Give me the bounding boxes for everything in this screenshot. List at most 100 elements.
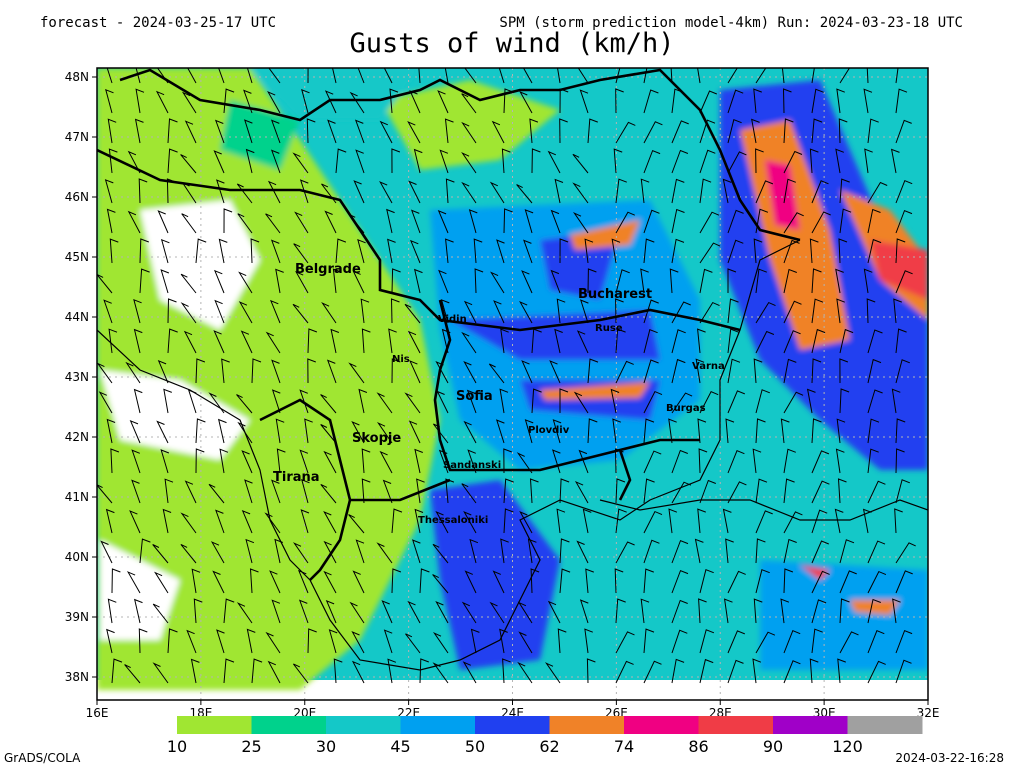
- wind-barb: [490, 271, 505, 294]
- wind-barb: [755, 478, 768, 504]
- wind-barb: [496, 419, 505, 444]
- wind-barb: [615, 660, 634, 684]
- wind-barb: [895, 209, 913, 234]
- credit: GrADS/COLA: [4, 751, 81, 765]
- wind-barb: [584, 628, 593, 654]
- wind-barb: [432, 543, 449, 564]
- wind-barb: [323, 540, 337, 564]
- wind-barb: [780, 598, 790, 624]
- wind-barb: [727, 390, 745, 414]
- wind-barb: [127, 210, 141, 234]
- wind-barb: [867, 630, 885, 654]
- wind-barb: [615, 88, 624, 114]
- wind-barb: [184, 480, 197, 504]
- wind-barb: [699, 119, 716, 144]
- wind-barb: [587, 118, 598, 144]
- wind-barb: [895, 68, 899, 84]
- wind-barb: [104, 179, 114, 204]
- wind-barb: [895, 180, 913, 204]
- colorbar-label: 10: [167, 737, 187, 756]
- timestamp: 2024-03-22-16:28: [895, 751, 1004, 765]
- wind-barb: [867, 181, 888, 204]
- wind-barb: [755, 569, 770, 594]
- wind-barb: [576, 540, 589, 564]
- wind-barb: [615, 478, 626, 504]
- wind-barb: [559, 118, 568, 144]
- wind-barb: [523, 239, 533, 264]
- wind-barbs: [97, 68, 916, 684]
- field-green: [220, 100, 300, 170]
- coastlines: [97, 239, 928, 671]
- wind-barb: [180, 302, 197, 324]
- wind-barb: [498, 68, 505, 84]
- wind-barb: [755, 631, 776, 654]
- wind-barb: [699, 211, 720, 234]
- wind-barb: [405, 633, 421, 654]
- wind-barb: [755, 180, 774, 204]
- wind-barb: [615, 178, 627, 204]
- city-label: Sandanski: [443, 460, 501, 471]
- wind-barb: [615, 508, 627, 534]
- wind-barb: [409, 360, 421, 384]
- wind-barb: [461, 152, 477, 174]
- wind-barb: [580, 299, 589, 324]
- wind-barb: [838, 118, 848, 144]
- wind-barb: [467, 449, 477, 474]
- wind-barb: [839, 598, 850, 624]
- wind-barb: [105, 88, 114, 114]
- wind-barb: [156, 68, 169, 84]
- wind-barb: [835, 148, 844, 174]
- wind-barb: [783, 330, 801, 354]
- wind-barb: [246, 68, 253, 84]
- wind-barb: [268, 68, 281, 84]
- wind-barb: [463, 420, 477, 444]
- wind-barb: [138, 628, 148, 654]
- wind-barb: [643, 68, 648, 84]
- wind-barb: [554, 178, 564, 204]
- wind-barb: [547, 600, 561, 624]
- wind-barb: [444, 68, 449, 84]
- wind-barb: [500, 328, 509, 354]
- wind-barb: [419, 658, 429, 684]
- wind-barb: [391, 568, 402, 594]
- colorbar: 10 25 30 45 50 62 74 86 90 120: [167, 716, 923, 756]
- wind-barb: [751, 118, 760, 144]
- wind-barb: [809, 658, 819, 684]
- wind-barb: [264, 512, 281, 534]
- wind-barb: [671, 329, 686, 354]
- wind-barb: [891, 388, 901, 414]
- field-mid: [250, 68, 420, 120]
- wind-barb: [722, 178, 732, 204]
- wind-barb: [468, 209, 478, 234]
- wind-barb: [643, 209, 660, 234]
- wind-barb: [300, 509, 310, 534]
- wind-barb: [386, 208, 395, 234]
- wind-barb: [307, 68, 309, 84]
- wind-barb: [867, 418, 880, 444]
- wind-barb: [437, 209, 449, 234]
- wind-barb: [671, 658, 685, 684]
- wind-barb: [839, 68, 851, 84]
- lat-label: 43N: [65, 370, 89, 384]
- wind-barb: [783, 448, 796, 474]
- wind-barb: [725, 538, 734, 564]
- wind-barb: [519, 90, 533, 114]
- wind-barb: [133, 328, 143, 354]
- wind-barb: [461, 483, 477, 504]
- wind-barb: [348, 362, 365, 384]
- wind-barb: [129, 419, 141, 444]
- lon-label: 16E: [86, 706, 109, 720]
- wind-barb: [181, 91, 197, 114]
- wind-barb: [866, 68, 869, 84]
- wind-barb: [241, 509, 253, 534]
- wind-barb: [388, 328, 397, 354]
- wind-barb: [615, 328, 626, 354]
- wind-barb: [195, 448, 205, 474]
- field-45: [760, 560, 928, 670]
- wind-barb: [811, 118, 823, 144]
- wind-barb: [727, 358, 741, 384]
- wind-barb: [271, 479, 281, 504]
- wind-barb: [529, 118, 539, 144]
- colorbar-label: 45: [390, 737, 410, 756]
- wind-barb: [643, 329, 658, 354]
